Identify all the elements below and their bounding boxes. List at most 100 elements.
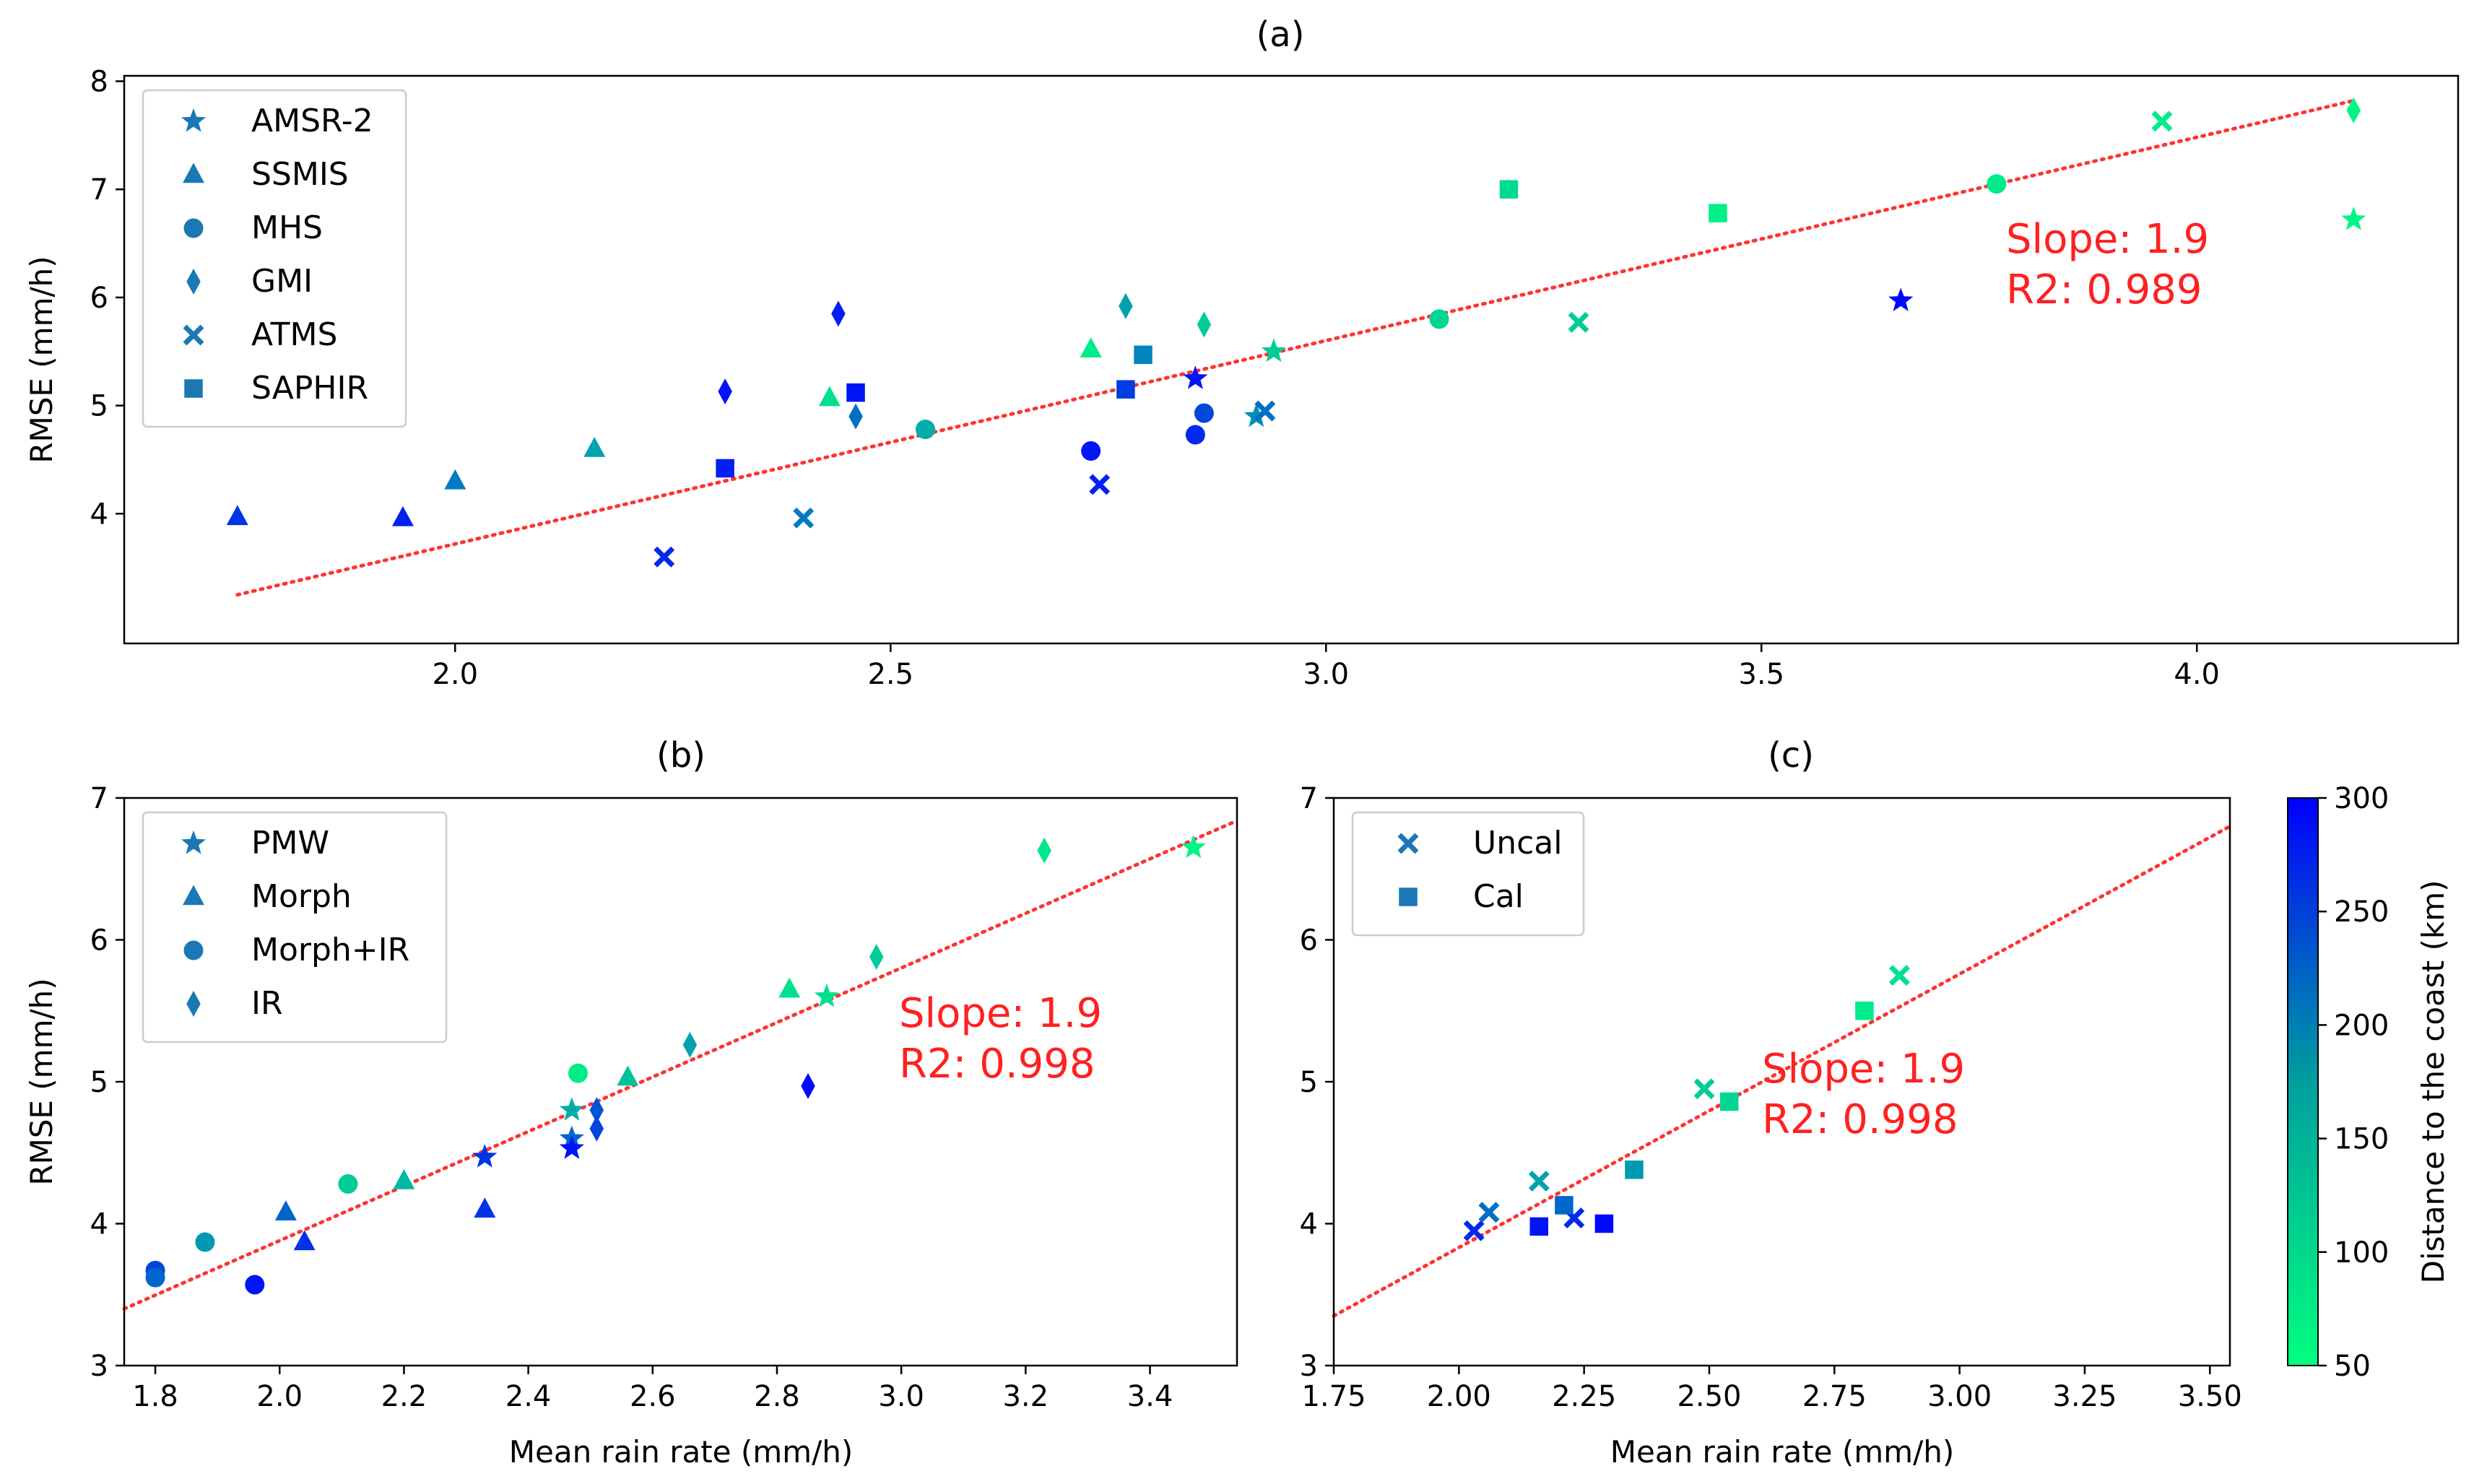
panel-a-point-mhs [1987,174,2007,194]
panel-a-point-atms [1089,474,1111,495]
panel-c-chart: (c) 1.75 2.00 2.25 2.50 2.75 3.00 3.25 3.50 3 4 5 6… [1300,735,2242,1470]
panel-c-slope-label: Slope: 1.9 [1762,1046,1965,1093]
panel-b-x-axis-label: Mean rain rate (mm/h) [509,1434,853,1470]
panel-a-point-saphir [1709,204,1727,222]
panel-a-title: (a) [1256,14,1305,55]
panel-a-y-tick-label: 6 [90,282,108,315]
panel-b-legend-marker-ir [186,991,201,1017]
panel-b-point-ir [1037,837,1051,864]
panel-a-point-ssmis [444,469,466,490]
panel-b-legend-marker-morph-ir [183,940,204,960]
legend-item-ir: IR [251,985,283,1022]
colorbar-tick-label: 100 [2334,1236,2389,1270]
panel-a-x-tick-label: 2.5 [867,658,913,691]
panel-a-point-gmi [2346,97,2361,123]
panel-b-y-axis-label: RMSE (mm/h) [24,978,59,1185]
panel-a-point-atms [793,507,815,529]
panel-a-point-saphir [1499,180,1519,199]
panel-b-point-pmw [1181,834,1206,859]
panel-b-x-tick-label: 3.2 [1002,1380,1049,1413]
panel-b-point-pmw [559,1097,584,1121]
panel-b-point-pmw [559,1135,584,1159]
panel-a-point-gmi [831,300,846,327]
panel-b-point-ir [589,1115,604,1142]
colorbar: 50 100 150 200 250 300 Distance to the coast … [2287,782,2451,1383]
panel-a-point-mhs [1185,425,1205,445]
panel-c-point-cal [1529,1217,1549,1236]
panel-a-point-gmi [718,378,732,405]
panel-b-point-ir [801,1072,815,1099]
panel-a-slope-label: Slope: 1.9 [2006,216,2209,263]
panel-c-x-tick-label: 2.75 [1802,1380,1867,1413]
colorbar-tick-label: 300 [2334,782,2389,815]
panel-b-x-tick-label: 2.4 [505,1380,552,1413]
panel-a-point-mhs [915,420,935,440]
panel-a-y-tick-label: 4 [90,498,108,531]
panel-b-point-morph [617,1065,639,1086]
panel-a-y-tick-label: 5 [90,390,108,423]
panel-c-fit-line [1332,824,2232,1318]
panel-a-legend-marker-ssmis [183,162,204,183]
panel-a-legend-frame [142,89,407,428]
panel-b-legend-marker-morph [183,885,204,906]
panel-b-x-tick-label: 3.0 [878,1380,924,1413]
panel-b-point-morph [474,1197,496,1218]
panel-a-r2-label: R2: 0.989 [2006,266,2202,313]
panel-a-fit-annotation: Slope: 1.9 R2: 0.989 [2006,216,2209,313]
panel-a-legend: AMSR-2 SSMIS MHS GMI ATMS SAPHIR [142,89,407,428]
panel-c-x-tick-label: 3.00 [1927,1380,1992,1413]
panel-b-point-morph-ir [145,1267,165,1288]
colorbar-tick-label: 50 [2334,1350,2371,1383]
panel-b-y-tick-label: 3 [90,1350,108,1383]
panel-b-y-tick-label: 6 [90,924,108,958]
panel-a-point-ssmis [1080,337,1102,358]
panel-b-slope-label: Slope: 1.9 [899,990,1102,1037]
panel-a-legend-marker-atms [183,324,204,346]
panel-c-fit-annotation: Slope: 1.9 R2: 0.998 [1762,1046,1965,1143]
panel-a-axes-frame [123,74,2460,645]
panel-a-x-tick-label: 3.5 [1738,658,1784,691]
panel-c-legend: Uncal Cal [1351,811,1585,937]
panel-a-point-atms [1568,311,1589,333]
panel-b-x-tick-label: 2.2 [381,1380,427,1413]
panel-b-x-tick-label: 2.8 [754,1380,800,1413]
panel-a-point-saphir [716,459,734,478]
panel-c-point-cal [1555,1196,1574,1215]
panel-a-x-tick-label: 4.0 [2174,658,2220,691]
legend-item-morph-ir: Morph+IR [251,932,409,968]
panel-c-legend-marker-cal [1399,888,1418,906]
legend-item-cal: Cal [1473,878,1524,915]
panel-a-point-gmi [1119,292,1133,319]
panel-a-fit-line [235,98,2356,597]
panel-c-point-uncal [1693,1078,1715,1100]
panel-c-x-tick-label: 3.50 [2178,1380,2242,1413]
panel-c-point-cal [1719,1092,1739,1111]
panel-c-point-cal [1594,1214,1614,1233]
panel-b-fit-annotation: Slope: 1.9 R2: 0.998 [899,990,1102,1088]
panel-c-point-uncal [1478,1202,1500,1223]
panel-a-point-saphir [1134,345,1153,365]
panel-a-point-amsr-2 [1243,403,1269,428]
panel-b-x-tick-label: 1.8 [132,1380,178,1413]
panel-b-y-tick-label: 4 [90,1208,108,1241]
legend-item-amsr2: AMSR-2 [251,103,373,139]
legend-item-mhs: MHS [251,209,323,246]
panel-c-r2-label: R2: 0.998 [1762,1096,1958,1143]
panel-b-point-morph [778,977,801,998]
panel-a-point-ssmis [391,505,414,526]
panel-c-y-tick-label: 7 [1300,782,1318,815]
panel-b-point-morph [393,1169,415,1189]
panel-a-point-amsr-2 [1183,365,1208,389]
panel-c-y-tick-label: 3 [1300,1350,1318,1383]
legend-item-saphir: SAPHIR [251,370,368,407]
panel-c-point-cal [1625,1160,1644,1179]
panel-a-point-amsr-2 [2341,207,2366,230]
panel-a-point-saphir [846,383,865,402]
panel-b-r2-label: R2: 0.998 [899,1041,1095,1088]
panel-b-point-morph-ir [245,1275,265,1295]
panel-b-point-ir [589,1097,604,1124]
panel-a-legend-marker-gmi [186,269,201,295]
panel-c-x-tick-label: 2.25 [1552,1380,1616,1413]
panel-b-point-pmw [472,1144,498,1168]
panel-c-y-tick-label: 6 [1300,924,1318,958]
